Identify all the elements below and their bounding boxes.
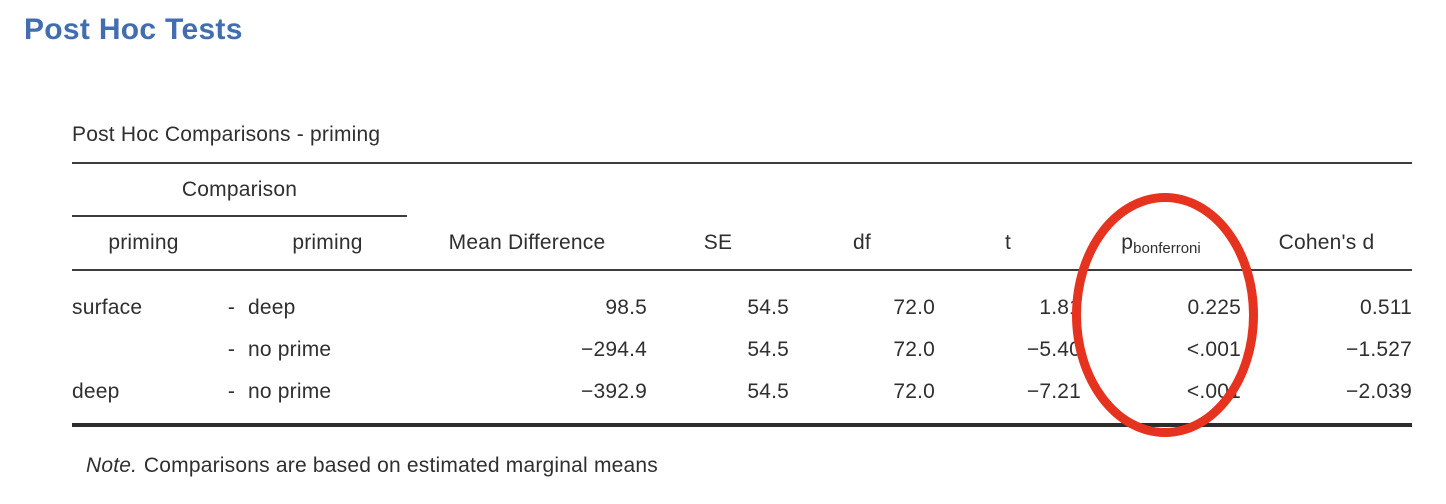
cell-p-bonferroni: <.001 [1186, 338, 1241, 361]
posthoc-comparisons-table: Comparison priming priming Mean Differen… [72, 162, 1412, 427]
cell-t: −5.40 [1026, 338, 1081, 361]
comparison-row: deep - no prime −392.9 54.5 72.0 −7.21 <… [72, 371, 1412, 425]
cell-separator: - [227, 338, 236, 361]
cell-df: 72.0 [893, 380, 935, 403]
header-se: SE [647, 216, 789, 271]
cell-cohens-d: 0.511 [1360, 296, 1412, 319]
header-priming-right: priming [248, 216, 407, 271]
cell-mean-difference: −294.4 [580, 338, 647, 361]
comparison-row: surface - deep 98.5 54.5 72.0 1.81 0.225… [72, 270, 1412, 329]
header-cohens-d: Cohen's d [1241, 216, 1412, 271]
header-priming-left: priming [72, 216, 215, 271]
table-title: Post Hoc Comparisons - priming [72, 123, 381, 146]
cell-t: −7.21 [1026, 380, 1081, 403]
header-df: df [789, 216, 935, 271]
comparison-row: - no prime −294.4 54.5 72.0 −5.40 <.001 … [72, 329, 1412, 371]
cell-mean-difference: 98.5 [605, 296, 647, 319]
header-t: t [935, 216, 1081, 271]
section-title[interactable]: Post Hoc Tests [24, 13, 243, 46]
p-subscript: bonferroni [1133, 239, 1201, 257]
cell-level-left: surface [72, 296, 143, 319]
cell-df: 72.0 [893, 338, 935, 361]
comparison-group-header: Comparison [72, 163, 407, 217]
cell-t: 1.81 [1039, 296, 1081, 319]
posthoc-table-block: Post Hoc Comparisons - priming Compariso… [72, 120, 1412, 481]
cell-se: 54.5 [747, 380, 789, 403]
cell-se: 54.5 [747, 296, 789, 319]
cell-p-bonferroni: 0.225 [1187, 296, 1241, 319]
cell-cohens-d: −1.527 [1345, 338, 1412, 361]
cell-separator: - [227, 380, 236, 403]
table-note: Note. Comparisons are based on estimated … [72, 451, 1412, 481]
column-header-row: priming priming Mean Difference SE df t … [72, 216, 1412, 271]
cell-level-left: deep [72, 380, 120, 403]
cell-level-right: deep [248, 296, 296, 319]
cell-se: 54.5 [747, 338, 789, 361]
cell-mean-difference: −392.9 [580, 380, 647, 403]
cell-level-right: no prime [248, 380, 332, 403]
note-prefix: Note. [86, 454, 138, 477]
header-separator [215, 216, 248, 271]
cell-level-right: no prime [248, 338, 332, 361]
cell-cohens-d: −2.039 [1345, 380, 1412, 403]
p-symbol: p [1121, 230, 1134, 254]
group-header-spacer [407, 163, 1412, 216]
cell-p-bonferroni: <.001 [1186, 380, 1241, 403]
cell-level-left [72, 329, 215, 371]
header-mean-difference: Mean Difference [407, 216, 647, 271]
group-header-row: Comparison [72, 163, 1412, 217]
cell-separator: - [227, 296, 236, 319]
cell-df: 72.0 [893, 296, 935, 319]
note-text: Comparisons are based on estimated margi… [143, 454, 658, 477]
header-p-bonferroni: pbonferroni [1081, 216, 1241, 271]
